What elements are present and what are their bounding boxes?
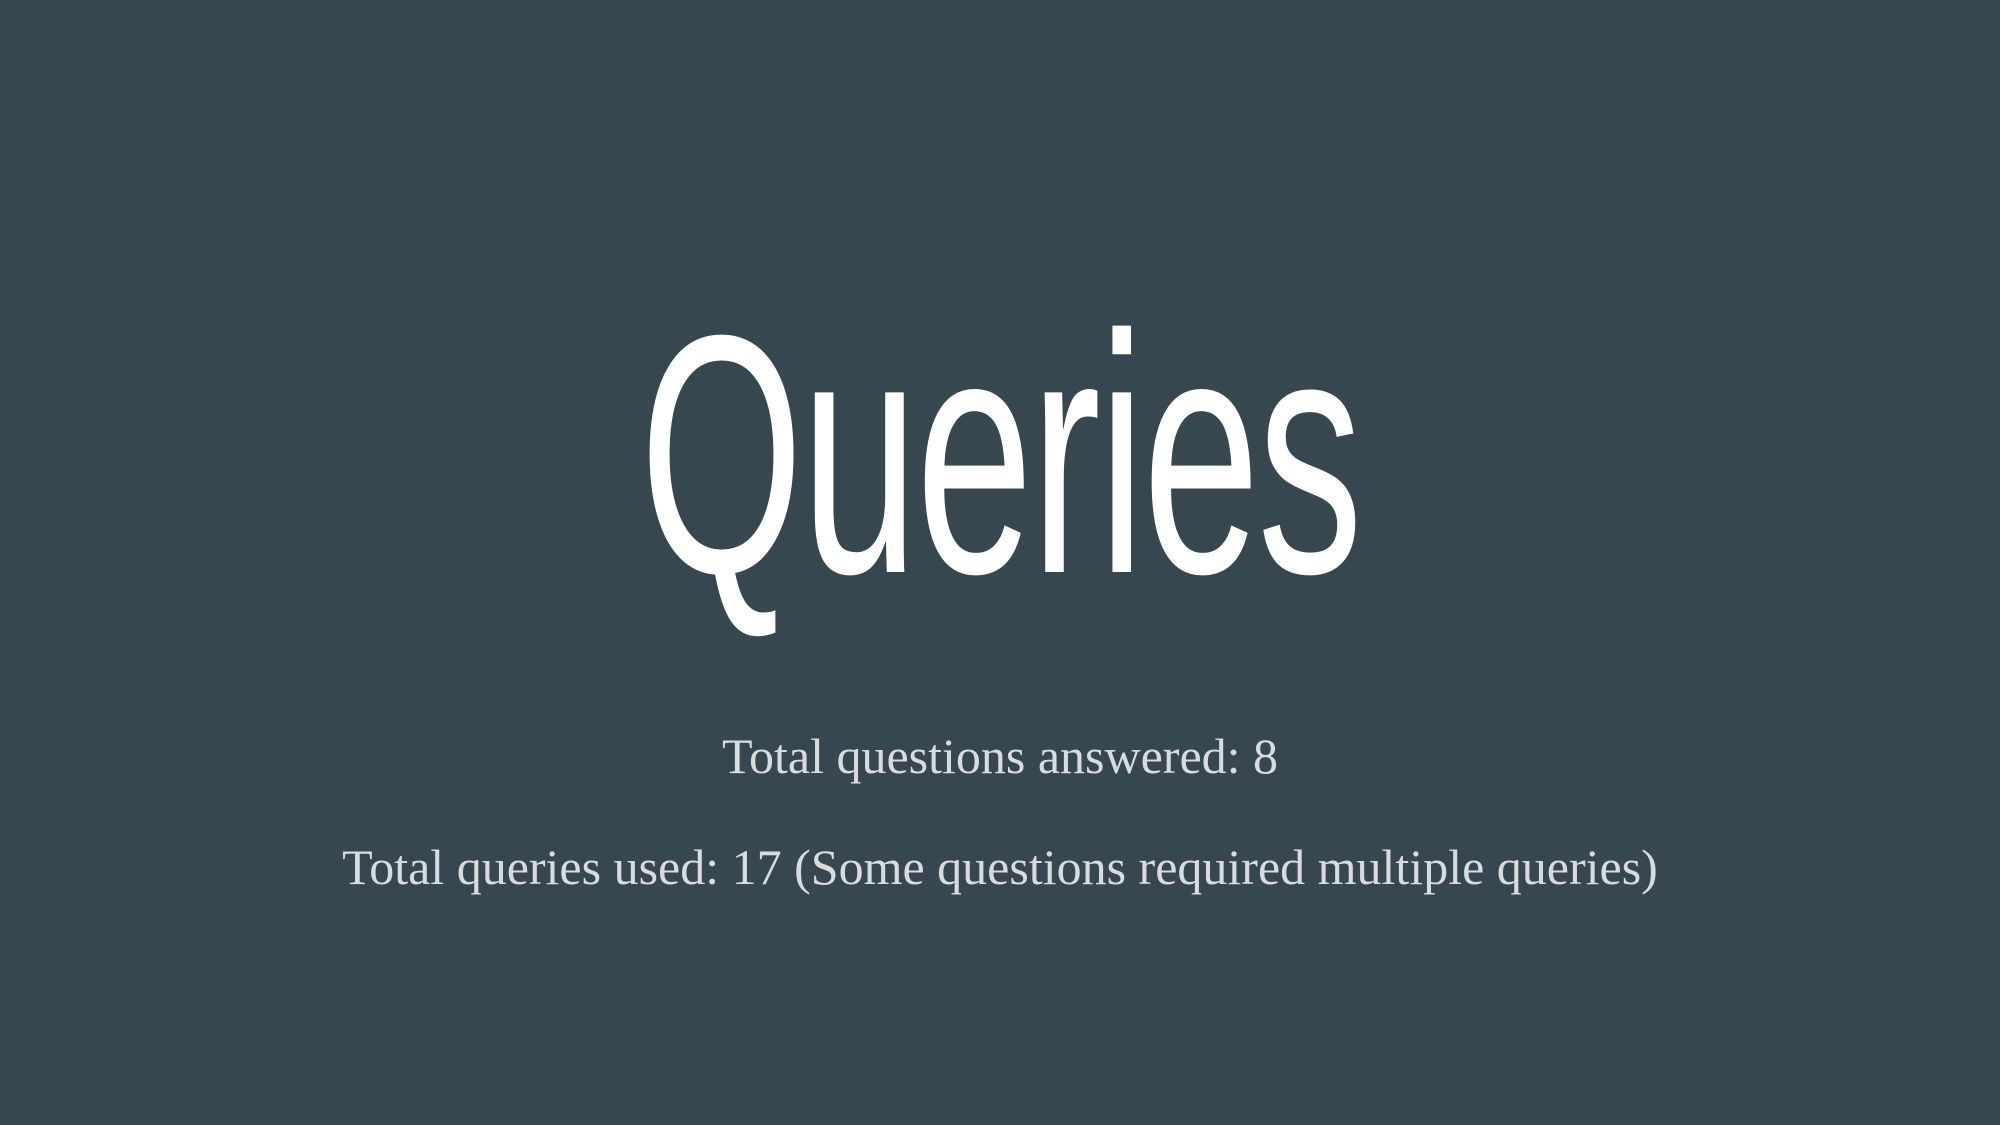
- slide-title: Queries: [639, 265, 1363, 645]
- total-queries-used-text: Total queries used: 17 (Some questions r…: [342, 839, 1658, 895]
- total-questions-answered-text: Total questions answered: 8: [721, 728, 1279, 784]
